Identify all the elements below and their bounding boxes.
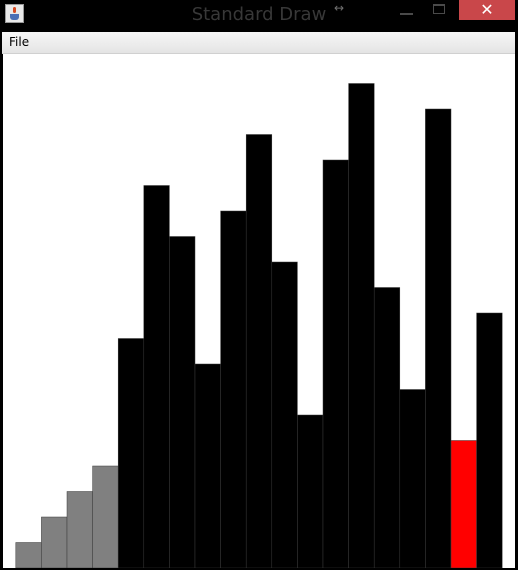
bar [169, 236, 196, 568]
bar [66, 491, 93, 568]
bar [220, 210, 247, 568]
bar [348, 83, 375, 568]
bar [117, 338, 145, 568]
window-title: Standard Draw [191, 4, 327, 25]
menu-bar: File [2, 32, 515, 54]
bar [399, 389, 426, 568]
resize-arrows-icon: ↔ [334, 1, 345, 15]
maximize-button[interactable] [425, 1, 453, 23]
drawing-canvas [3, 54, 515, 568]
bar [41, 516, 68, 568]
bar-chart [15, 83, 503, 568]
bar [476, 312, 503, 568]
java-cup-icon[interactable] [5, 4, 24, 23]
bar [15, 542, 42, 568]
menu-file[interactable]: File [9, 35, 30, 49]
bar [143, 185, 170, 568]
bar [245, 134, 273, 568]
title-bar[interactable]: Standard Draw ↔ ✕ [0, 0, 518, 29]
minimize-button[interactable] [392, 1, 420, 23]
bar [322, 159, 349, 568]
bar [450, 440, 477, 568]
bar [425, 108, 452, 568]
bar [297, 414, 324, 568]
close-button[interactable]: ✕ [459, 0, 515, 20]
bar [92, 465, 119, 568]
bar [373, 287, 401, 568]
bar [194, 363, 221, 568]
bar [271, 261, 298, 568]
